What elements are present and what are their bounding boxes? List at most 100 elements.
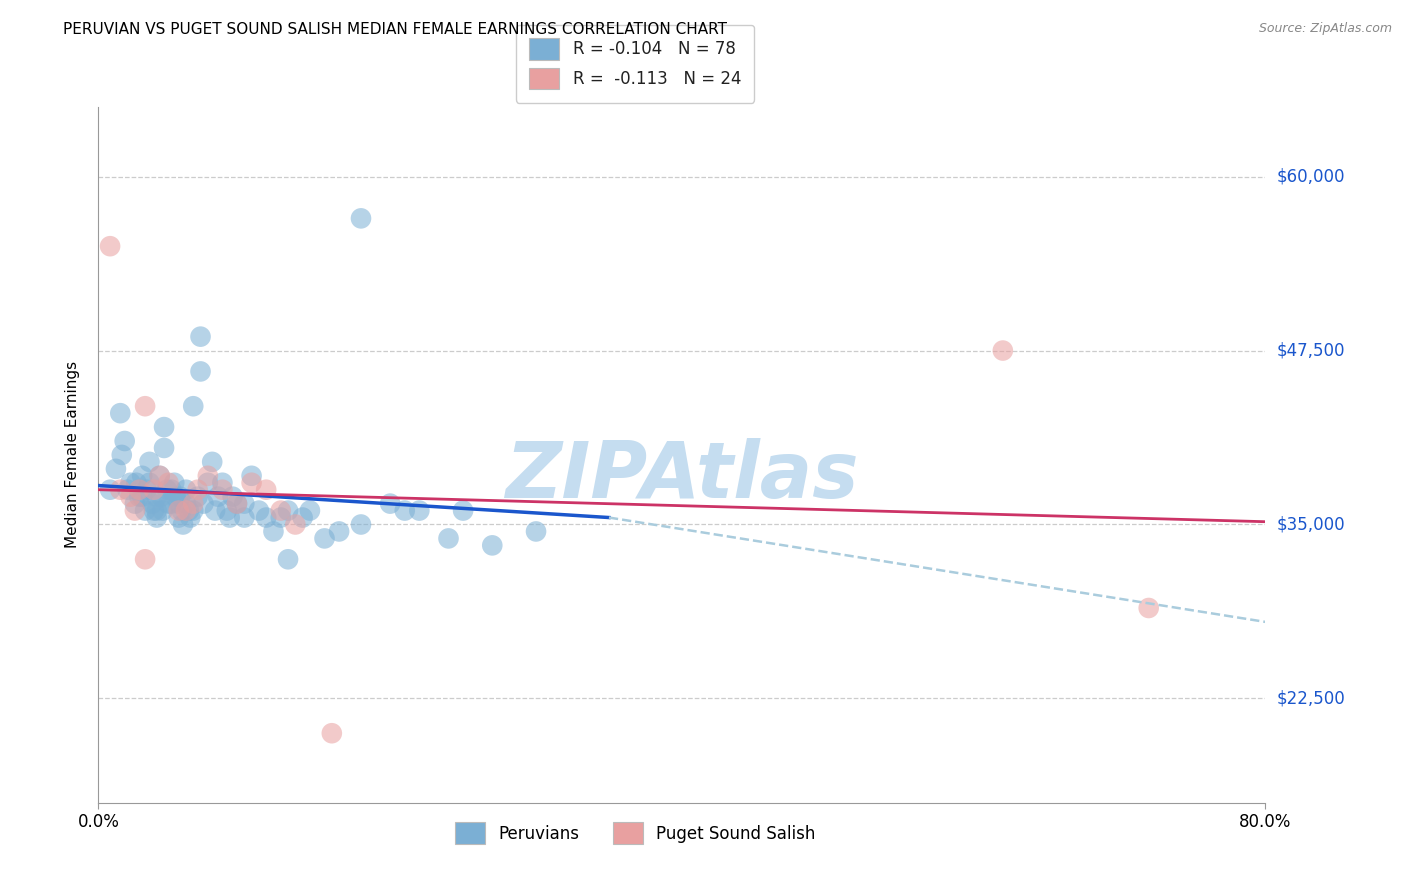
Point xyxy=(328,524,350,539)
Point xyxy=(408,503,430,517)
Point xyxy=(125,475,148,490)
Point xyxy=(181,497,204,511)
Point xyxy=(233,510,256,524)
Point xyxy=(131,490,153,504)
Point xyxy=(350,517,373,532)
Point xyxy=(187,490,209,504)
Point xyxy=(134,503,156,517)
Point xyxy=(221,490,243,504)
Point xyxy=(380,497,402,511)
Point xyxy=(165,490,187,504)
Point xyxy=(181,399,204,413)
Point xyxy=(149,468,172,483)
Point xyxy=(193,497,215,511)
Point xyxy=(211,483,233,497)
Text: ZIPAtlas: ZIPAtlas xyxy=(505,438,859,514)
Point xyxy=(142,483,165,497)
Point xyxy=(160,497,183,511)
Text: $22,500: $22,500 xyxy=(1277,690,1346,707)
Point xyxy=(157,475,180,490)
Point xyxy=(153,441,176,455)
Point xyxy=(124,503,146,517)
Point xyxy=(350,211,373,226)
Point xyxy=(110,483,132,497)
Point xyxy=(226,497,249,511)
Point xyxy=(117,483,139,497)
Point xyxy=(134,399,156,413)
Point xyxy=(218,510,240,524)
Point xyxy=(215,503,238,517)
Point xyxy=(167,497,190,511)
Point xyxy=(167,510,190,524)
Point xyxy=(167,503,190,517)
Point xyxy=(174,483,197,497)
Point xyxy=(524,524,547,539)
Point xyxy=(134,552,156,566)
Text: PERUVIAN VS PUGET SOUND SALISH MEDIAN FEMALE EARNINGS CORRELATION CHART: PERUVIAN VS PUGET SOUND SALISH MEDIAN FE… xyxy=(63,22,727,37)
Point xyxy=(207,490,229,504)
Point xyxy=(394,503,416,517)
Point xyxy=(98,483,121,497)
Point xyxy=(152,503,174,517)
Point xyxy=(437,532,460,546)
Point xyxy=(157,497,180,511)
Legend: Peruvians, Puget Sound Salish: Peruvians, Puget Sound Salish xyxy=(441,809,828,857)
Point xyxy=(179,510,201,524)
Point xyxy=(262,524,284,539)
Point xyxy=(174,503,197,517)
Point xyxy=(128,483,150,497)
Point xyxy=(111,448,134,462)
Point xyxy=(1137,601,1160,615)
Point xyxy=(190,329,212,343)
Point xyxy=(146,503,169,517)
Point xyxy=(170,503,193,517)
Point xyxy=(131,468,153,483)
Point xyxy=(211,475,233,490)
Point xyxy=(174,497,197,511)
Text: Source: ZipAtlas.com: Source: ZipAtlas.com xyxy=(1258,22,1392,36)
Y-axis label: Median Female Earnings: Median Female Earnings xyxy=(65,361,80,549)
Point xyxy=(169,490,191,504)
Point xyxy=(149,468,172,483)
Point xyxy=(298,503,321,517)
Point xyxy=(254,483,277,497)
Point xyxy=(190,364,212,378)
Point xyxy=(240,475,263,490)
Point xyxy=(247,503,270,517)
Text: $47,500: $47,500 xyxy=(1277,342,1346,359)
Point xyxy=(138,475,160,490)
Point xyxy=(104,462,127,476)
Point xyxy=(226,497,249,511)
Point xyxy=(270,510,292,524)
Point xyxy=(254,510,277,524)
Point xyxy=(187,483,209,497)
Point xyxy=(141,497,163,511)
Text: $60,000: $60,000 xyxy=(1277,168,1346,186)
Point xyxy=(277,552,299,566)
Point xyxy=(120,490,142,504)
Point xyxy=(451,503,474,517)
Point xyxy=(153,420,176,434)
Point xyxy=(160,483,183,497)
Point xyxy=(177,503,200,517)
Point xyxy=(197,468,219,483)
Point xyxy=(481,538,503,552)
Point xyxy=(204,503,226,517)
Point xyxy=(110,406,132,420)
Point xyxy=(142,503,165,517)
Point xyxy=(277,503,299,517)
Point xyxy=(314,532,336,546)
Point xyxy=(172,517,194,532)
Point xyxy=(124,497,146,511)
Point xyxy=(291,510,314,524)
Point xyxy=(98,239,121,253)
Point xyxy=(181,503,204,517)
Point xyxy=(138,455,160,469)
Point xyxy=(146,510,169,524)
Point xyxy=(135,483,157,497)
Point xyxy=(120,475,142,490)
Point xyxy=(150,490,173,504)
Text: $35,000: $35,000 xyxy=(1277,516,1346,533)
Point xyxy=(146,490,169,504)
Point xyxy=(163,475,186,490)
